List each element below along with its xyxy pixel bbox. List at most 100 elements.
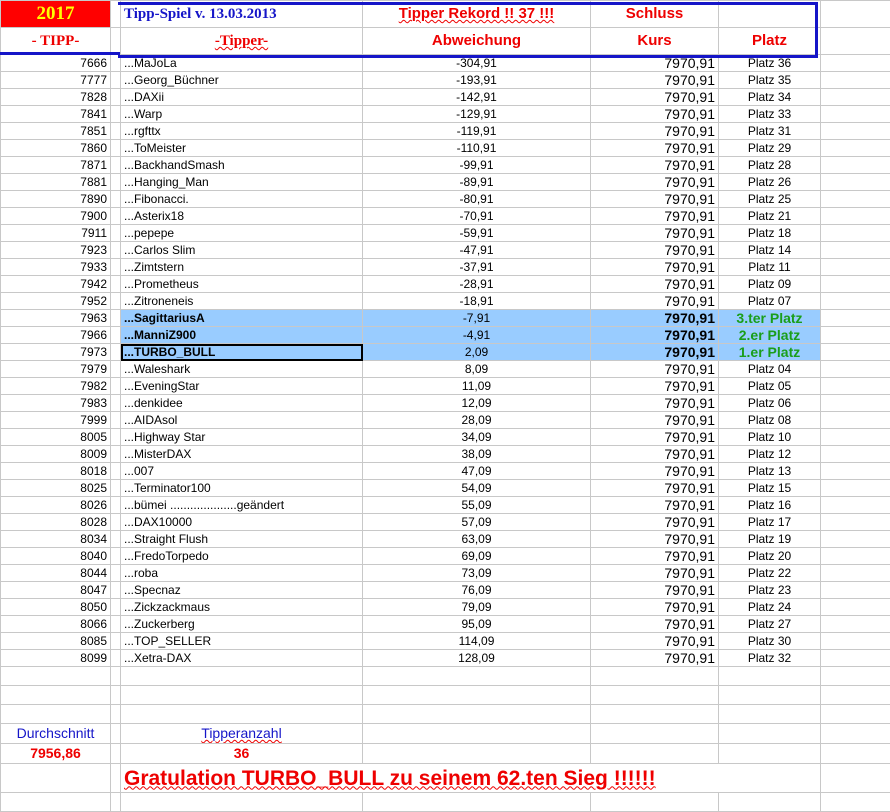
kurs-cell[interactable]: 7970,91 bbox=[591, 72, 719, 89]
cell[interactable] bbox=[111, 548, 121, 565]
kurs-cell[interactable]: 7970,91 bbox=[591, 497, 719, 514]
cell[interactable] bbox=[363, 724, 591, 744]
kurs-cell[interactable]: 7970,91 bbox=[591, 531, 719, 548]
cell[interactable] bbox=[821, 123, 890, 140]
abweichung-cell[interactable]: -129,91 bbox=[363, 106, 591, 123]
tipper-name-cell[interactable]: ...Zitroneneis bbox=[121, 293, 363, 310]
abweichung-cell[interactable]: -110,91 bbox=[363, 140, 591, 157]
abweichung-cell[interactable]: 11,09 bbox=[363, 378, 591, 395]
average-value[interactable]: 7956,86 bbox=[1, 744, 111, 764]
cell[interactable] bbox=[363, 744, 591, 764]
count-label[interactable]: Tipperanzahl bbox=[121, 724, 363, 744]
tipp-cell[interactable]: 8009 bbox=[1, 446, 111, 463]
tipper-name-cell[interactable]: ...bümei ....................geändert bbox=[121, 497, 363, 514]
record-cell[interactable]: Tipper Rekord !! 37 !!! bbox=[363, 1, 591, 28]
tipp-cell[interactable]: 7966 bbox=[1, 327, 111, 344]
tipp-cell[interactable]: 8034 bbox=[1, 531, 111, 548]
tipper-name-cell[interactable]: ...MaJoLa bbox=[121, 55, 363, 72]
tipper-name-cell[interactable]: ...MisterDAX bbox=[121, 446, 363, 463]
kurs-cell[interactable]: 7970,91 bbox=[591, 446, 719, 463]
cell[interactable] bbox=[111, 599, 121, 616]
platz-cell[interactable]: Platz 19 bbox=[719, 531, 821, 548]
tipp-cell[interactable]: 8040 bbox=[1, 548, 111, 565]
tipp-cell[interactable]: 7828 bbox=[1, 89, 111, 106]
tipper-name-cell[interactable]: ...AIDAsol bbox=[121, 412, 363, 429]
cell[interactable] bbox=[1, 686, 111, 705]
platz-cell[interactable]: Platz 22 bbox=[719, 565, 821, 582]
tipper-name-cell[interactable]: ...roba bbox=[121, 565, 363, 582]
tipp-cell[interactable]: 8044 bbox=[1, 565, 111, 582]
cell[interactable] bbox=[111, 686, 121, 705]
abweichung-cell[interactable]: 57,09 bbox=[363, 514, 591, 531]
kurs-cell[interactable]: 7970,91 bbox=[591, 582, 719, 599]
cell[interactable] bbox=[821, 361, 890, 378]
platz-cell[interactable]: Platz 10 bbox=[719, 429, 821, 446]
abweichung-cell[interactable]: 54,09 bbox=[363, 480, 591, 497]
cell[interactable] bbox=[111, 259, 121, 276]
cell[interactable] bbox=[821, 724, 890, 744]
platz-cell[interactable]: Platz 21 bbox=[719, 208, 821, 225]
cell[interactable] bbox=[719, 744, 821, 764]
abweichung-cell[interactable]: 79,09 bbox=[363, 599, 591, 616]
cell[interactable] bbox=[111, 497, 121, 514]
tipp-header[interactable]: - TIPP- bbox=[1, 28, 111, 55]
cell[interactable] bbox=[111, 582, 121, 599]
tipper-name-cell[interactable]: ...pepepe bbox=[121, 225, 363, 242]
kurs-cell[interactable]: 7970,91 bbox=[591, 429, 719, 446]
cell[interactable] bbox=[821, 667, 890, 686]
tipper-name-cell[interactable]: ...Highway Star bbox=[121, 429, 363, 446]
abweichung-cell[interactable]: 8,09 bbox=[363, 361, 591, 378]
platz-cell[interactable]: Platz 28 bbox=[719, 157, 821, 174]
tipper-name-cell[interactable]: ...SagittariusA bbox=[121, 310, 363, 327]
cell[interactable] bbox=[821, 242, 890, 259]
tipper-name-cell[interactable]: ...TOP_SELLER bbox=[121, 633, 363, 650]
cell[interactable] bbox=[111, 378, 121, 395]
kurs-cell[interactable]: 7970,91 bbox=[591, 616, 719, 633]
cell[interactable] bbox=[111, 361, 121, 378]
cell[interactable] bbox=[821, 650, 890, 667]
tipp-cell[interactable]: 7777 bbox=[1, 72, 111, 89]
abweichung-cell[interactable]: -18,91 bbox=[363, 293, 591, 310]
cell[interactable] bbox=[821, 225, 890, 242]
kurs-cell[interactable]: 7970,91 bbox=[591, 650, 719, 667]
platz-cell[interactable]: Platz 15 bbox=[719, 480, 821, 497]
tipper-name-cell[interactable]: ...Prometheus bbox=[121, 276, 363, 293]
tipper-name-cell[interactable]: ...Zuckerberg bbox=[121, 616, 363, 633]
abweichung-cell[interactable]: 95,09 bbox=[363, 616, 591, 633]
platz-cell[interactable]: Platz 05 bbox=[719, 378, 821, 395]
cell[interactable] bbox=[591, 705, 719, 724]
platz-cell[interactable]: 1.er Platz bbox=[719, 344, 821, 361]
cell[interactable] bbox=[111, 395, 121, 412]
tipper-name-cell[interactable]: ...DAX10000 bbox=[121, 514, 363, 531]
abweichung-cell[interactable]: -89,91 bbox=[363, 174, 591, 191]
cell[interactable] bbox=[111, 191, 121, 208]
cell[interactable] bbox=[719, 724, 821, 744]
tipp-cell[interactable]: 8047 bbox=[1, 582, 111, 599]
tipp-cell[interactable]: 8018 bbox=[1, 463, 111, 480]
cell[interactable] bbox=[111, 174, 121, 191]
cell[interactable] bbox=[821, 764, 890, 793]
abweichung-header[interactable]: Abweichung bbox=[363, 28, 591, 55]
cell[interactable] bbox=[821, 599, 890, 616]
tipper-name-cell[interactable]: ...rgfttx bbox=[121, 123, 363, 140]
tipp-cell[interactable]: 7860 bbox=[1, 140, 111, 157]
platz-cell[interactable]: Platz 04 bbox=[719, 361, 821, 378]
tipp-cell[interactable]: 7911 bbox=[1, 225, 111, 242]
kurs-cell[interactable]: 7970,91 bbox=[591, 463, 719, 480]
platz-cell[interactable]: Platz 09 bbox=[719, 276, 821, 293]
cell[interactable] bbox=[111, 514, 121, 531]
kurs-cell[interactable]: 7970,91 bbox=[591, 412, 719, 429]
tipper-name-cell[interactable]: ...Asterix18 bbox=[121, 208, 363, 225]
cell[interactable] bbox=[111, 412, 121, 429]
tipp-cell[interactable]: 7982 bbox=[1, 378, 111, 395]
cell[interactable] bbox=[821, 531, 890, 548]
abweichung-cell[interactable]: 28,09 bbox=[363, 412, 591, 429]
platz-cell[interactable]: Platz 31 bbox=[719, 123, 821, 140]
cell[interactable] bbox=[719, 667, 821, 686]
tipp-cell[interactable]: 7871 bbox=[1, 157, 111, 174]
tipp-cell[interactable]: 7841 bbox=[1, 106, 111, 123]
cell[interactable] bbox=[821, 344, 890, 361]
abweichung-cell[interactable]: 73,09 bbox=[363, 565, 591, 582]
cell[interactable] bbox=[821, 55, 890, 72]
kurs-cell[interactable]: 7970,91 bbox=[591, 344, 719, 361]
